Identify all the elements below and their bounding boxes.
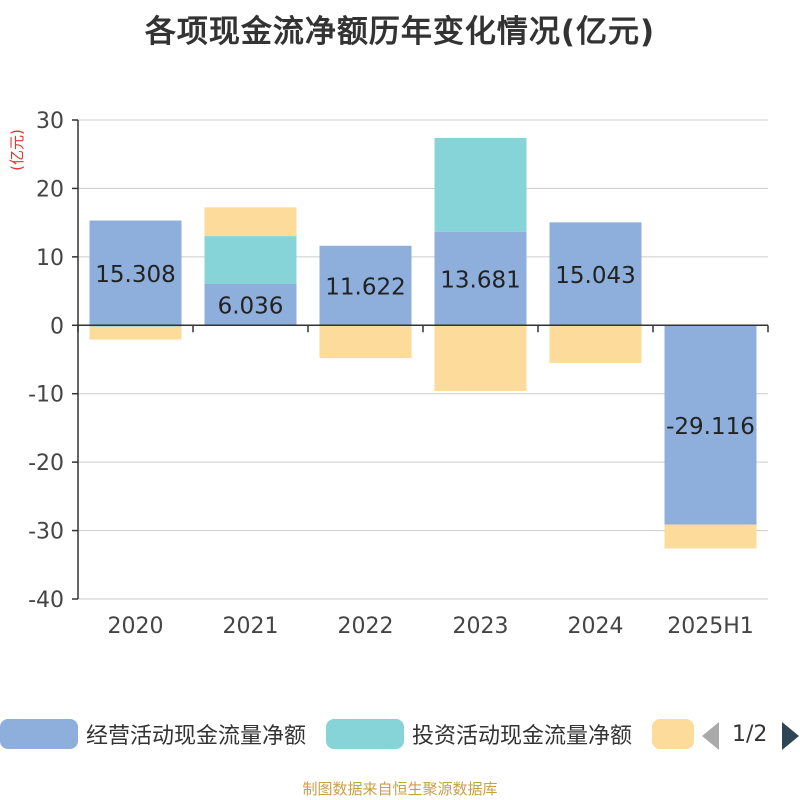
legend-prev-page-icon[interactable] [702,722,719,750]
bar-series1-2020 [89,220,182,326]
x-tick-label: 2025H1 [667,614,754,639]
y-tick-label: -20 [28,451,64,476]
bar-series3-2025H1 [664,524,757,549]
bar-series1-2023 [434,231,527,326]
data-label-2020: 15.308 [95,262,175,288]
bar-series3-2024 [549,325,642,363]
bar-series1-2021 [204,283,297,326]
legend: 经营活动现金流量净额 投资活动现金流量净额 [0,716,722,752]
y-tick-label: 0 [50,314,64,339]
y-tick-label: 20 [36,177,64,202]
y-tick-label: -10 [28,383,64,408]
y-tick-label: 10 [36,246,64,271]
legend-next-page-icon[interactable] [782,722,799,750]
y-axis-unit-label: (亿元) [8,129,26,171]
x-tick-label: 2021 [223,614,279,639]
y-tick-label: 30 [36,109,64,134]
x-tick-label: 2024 [568,614,624,639]
bar-series3-2023 [434,325,527,391]
y-tick-label: -30 [28,520,64,545]
legend-label-investing: 投资活动现金流量净额 [412,724,633,749]
legend-item-financing[interactable] [652,719,702,749]
bar-series3-2020 [89,326,182,340]
x-tick-label: 2022 [338,614,394,639]
legend-swatch-operating [0,719,78,749]
bar-series1-2025H1 [664,325,757,525]
x-tick-label: 2023 [453,614,509,639]
bar-series3-2021 [204,207,297,237]
bar-series2-2023 [434,137,527,232]
legend-page-indicator: 1/2 [732,722,768,747]
bar-series2-2021 [204,236,297,284]
data-label-2021: 6.036 [218,294,284,320]
legend-item-operating[interactable]: 经营活动现金流量净额 [0,718,306,750]
data-label-2025H1: -29.116 [666,414,755,440]
data-label-2022: 11.622 [325,275,405,301]
data-label-2024: 15.043 [555,263,635,289]
data-source-note: 制图数据来自恒生聚源数据库 [302,780,498,798]
bar-series3-2022 [319,325,412,359]
bar-series1-2022 [319,245,412,326]
legend-swatch-investing [326,719,405,749]
legend-label-operating: 经营活动现金流量净额 [86,724,307,749]
legend-pager: 1/2 [700,720,800,752]
x-tick-label: 2020 [108,614,164,639]
legend-item-investing[interactable]: 投资活动现金流量净额 [326,718,632,750]
chart-plot: (亿元) 30 20 10 0 -10 -20 -30 -40 2020 2021 2022 2023… [8,109,769,639]
y-tick-label: -40 [28,588,64,613]
bar-series1-2024 [549,222,642,326]
chart-title: 各项现金流净额历年变化情况(亿元) [144,14,656,50]
legend-swatch-financing [652,719,695,749]
data-label-2023: 13.681 [440,267,520,293]
